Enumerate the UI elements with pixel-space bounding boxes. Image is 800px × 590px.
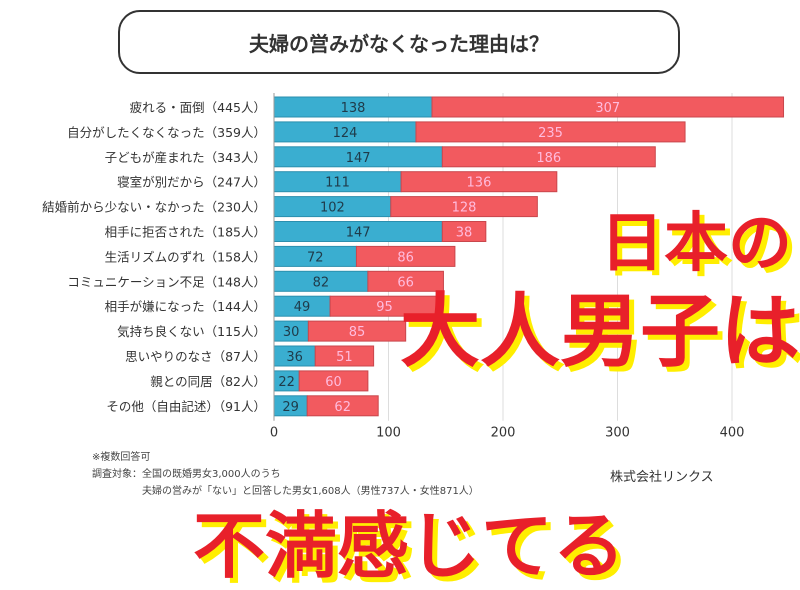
bar-value-label: 235 (538, 126, 563, 141)
bar-female (367, 270, 444, 292)
bar-value-label: 86 (397, 250, 414, 265)
bar-value-label: 29 (282, 400, 299, 415)
bar-value-label: 66 (397, 275, 414, 290)
category-label: その他（自由記述）（91人） (106, 399, 266, 414)
x-tick-label: 200 (491, 426, 516, 441)
category-label: 思いやりのなさ（87人） (125, 349, 266, 364)
category-label: 気持ち良くない（115人） (117, 324, 266, 339)
bar-female (307, 320, 407, 342)
bar-female (306, 395, 379, 417)
bar-value-label: 128 (452, 201, 477, 216)
bar-value-label: 307 (595, 101, 620, 116)
bar-value-label: 85 (349, 325, 366, 340)
bar-value-label: 30 (283, 325, 300, 340)
category-label: 結婚前から少ない・なかった（230人） (42, 200, 266, 215)
bar-value-label: 60 (325, 375, 342, 390)
x-tick-label: 300 (605, 426, 630, 441)
category-label: 相手が嫌になった（144人） (105, 299, 266, 314)
bar-value-label: 51 (336, 350, 353, 365)
overlay-text-3: 不満感じてる (193, 504, 626, 588)
category-label: 親との同居（82人） (150, 374, 266, 389)
bar-female (329, 295, 440, 317)
bar-value-label: 111 (325, 176, 350, 191)
bar-value-label: 49 (294, 300, 311, 315)
x-tick-label: 100 (376, 426, 401, 441)
bar-value-label: 62 (334, 400, 351, 415)
bar-value-label: 22 (278, 375, 295, 390)
bar-value-label: 36 (286, 350, 303, 365)
bar-value-label: 82 (313, 275, 330, 290)
category-label: 自分がしたくなくなった（359人） (67, 125, 266, 140)
bar-female (298, 370, 369, 392)
chart-title: 夫婦の営みがなくなった理由は？ (118, 10, 680, 74)
category-label: 相手に拒否された（185人） (105, 225, 266, 240)
bar-female (431, 96, 785, 118)
category-label: 生活リズムのずれ（158人） (105, 249, 266, 264)
category-label: コミュニケーション不足（148人） (67, 274, 266, 289)
bar-female (400, 171, 558, 193)
bar-female (314, 345, 375, 367)
bar-value-label: 186 (536, 151, 561, 166)
bar-value-label: 147 (346, 226, 371, 241)
overlay-text-2: 大人男子は (400, 285, 800, 378)
bar-value-label: 95 (376, 300, 393, 315)
bar-value-label: 72 (307, 250, 324, 265)
x-tick-label: 0 (270, 426, 278, 441)
bar-value-label: 102 (320, 201, 345, 216)
bar-value-label: 136 (467, 176, 492, 191)
bar-value-label: 138 (341, 101, 366, 116)
bar-value-label: 124 (333, 126, 358, 141)
company-name: 株式会社リンクス (610, 470, 714, 485)
bar-female (355, 245, 456, 267)
bar-female (441, 146, 656, 168)
category-label: 子どもが産まれた（343人） (105, 150, 266, 165)
category-label: 疲れる・面倒（445人） (130, 100, 266, 115)
bar-value-label: 147 (346, 151, 371, 166)
x-tick-label: 400 (720, 426, 745, 441)
bar-female (390, 196, 538, 218)
note-respondents: 夫婦の営みが「ない」と回答した男女1,608人（男性737人・女性871人） (142, 486, 479, 497)
bar-value-label: 38 (456, 226, 473, 241)
note-survey: 調査対象：全国の既婚男女3,000人のうち (92, 469, 281, 480)
bar-female (415, 121, 686, 143)
category-label: 寝室が別だから（247人） (117, 175, 266, 190)
note-multiple: ※複数回答可 (92, 452, 151, 463)
overlay-text-1: 日本の (600, 207, 792, 281)
bar-chart: 0 100 200 300 400 疲れる・面倒（445人） 138 307 自分がしたくなくな… (42, 93, 785, 441)
bar-female (441, 221, 487, 242)
